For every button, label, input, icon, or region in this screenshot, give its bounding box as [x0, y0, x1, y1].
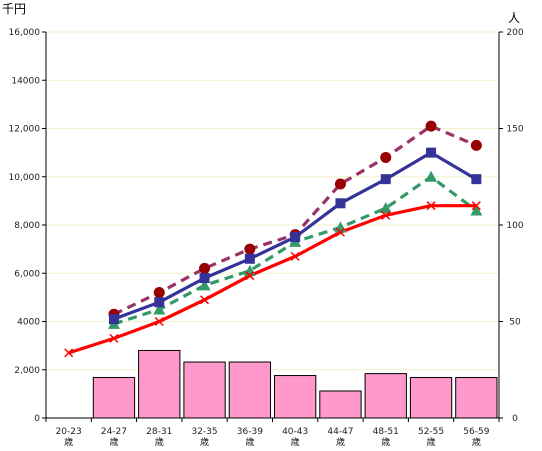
- line-markers: [64, 120, 483, 358]
- square-marker: [154, 297, 165, 308]
- bar-series: [92, 349, 498, 419]
- left-axis-unit: 千円: [2, 2, 26, 16]
- triangle-marker: [379, 202, 392, 214]
- x-marker: [426, 201, 436, 211]
- x-marker-stroke: [335, 227, 345, 237]
- right-tick-label: 200: [506, 28, 523, 38]
- square-marker: [335, 198, 346, 209]
- x-marker-stroke: [290, 251, 300, 261]
- right-tick-label: 150: [506, 125, 523, 135]
- x-marker: [200, 295, 210, 305]
- x-tick-label: 44-47: [327, 427, 353, 437]
- x-tick-label: 20-23: [56, 427, 82, 437]
- x-marker-stroke: [381, 210, 391, 220]
- left-tick-label: 0: [34, 414, 40, 424]
- right-tick-label: 50: [509, 318, 521, 328]
- x-marker: [109, 333, 119, 343]
- x-tick-label: 28-31: [146, 427, 172, 437]
- square-marker: [108, 314, 119, 325]
- bar: [319, 390, 362, 419]
- series-line: [113, 175, 478, 326]
- right-tick-label: 0: [512, 414, 518, 424]
- triangle-marker: [153, 303, 166, 315]
- left-tick-label: 6,000: [14, 269, 40, 279]
- x-marker-stroke: [471, 201, 481, 211]
- x-tick-label-suffix: 歳: [381, 436, 390, 448]
- axes: [42, 31, 503, 422]
- left-tick-label: 10,000: [9, 173, 41, 183]
- circle-marker: [244, 243, 256, 255]
- x-tick-label-suffix: 歳: [472, 436, 481, 448]
- circle-marker: [425, 120, 437, 132]
- bar: [455, 376, 498, 419]
- series-line: [113, 124, 477, 316]
- bar: [228, 361, 271, 419]
- x-tick-label-suffix: 歳: [109, 436, 118, 448]
- x-marker: [154, 316, 164, 327]
- circle-marker: [334, 178, 346, 190]
- square-marker: [471, 174, 482, 185]
- right-axis-unit: 人: [508, 11, 520, 25]
- left-tick-label: 4000: [17, 318, 40, 328]
- bar: [364, 373, 407, 419]
- x-marker-stroke: [109, 333, 119, 343]
- x-marker: [335, 227, 345, 237]
- x-marker-stroke: [426, 201, 436, 211]
- x-tick-label: 36-39: [237, 427, 263, 437]
- x-tick-label: 48-51: [373, 427, 399, 437]
- left-tick-label: 16,000: [9, 28, 41, 38]
- triangle-marker: [334, 221, 347, 233]
- left-tick-label: 2,000: [14, 366, 40, 376]
- square-marker: [426, 147, 437, 158]
- x-marker: [381, 210, 391, 220]
- left-tick-label: 8,000: [14, 221, 40, 231]
- circle-marker: [380, 151, 392, 163]
- x-tick-label: 52-55: [418, 427, 444, 437]
- left-tick-label: 12,000: [9, 125, 41, 135]
- circle-marker: [199, 262, 211, 274]
- x-tick-label-suffix: 歳: [155, 436, 164, 448]
- square-marker: [380, 174, 391, 185]
- series-line: [68, 204, 477, 355]
- x-tick-label-suffix: 歳: [245, 436, 254, 448]
- bar: [183, 361, 226, 419]
- square-marker: [244, 253, 255, 264]
- triangle-marker: [198, 279, 211, 291]
- circle-marker: [153, 287, 165, 299]
- x-marker: [471, 201, 481, 211]
- x-marker: [290, 251, 300, 261]
- triangle-marker: [470, 204, 483, 216]
- x-marker: [245, 271, 255, 281]
- x-tick-label-suffix: 歳: [64, 436, 73, 448]
- x-tick-label: 56-59: [463, 427, 489, 437]
- circle-marker: [470, 139, 482, 151]
- bar: [274, 375, 317, 419]
- bar: [92, 376, 136, 419]
- x-tick-label-suffix: 歳: [200, 436, 209, 448]
- x-tick-label-suffix: 歳: [427, 436, 436, 448]
- x-marker-stroke: [200, 295, 210, 305]
- x-tick-label: 40-43: [282, 427, 308, 437]
- left-tick-label: 14000: [11, 76, 40, 86]
- bar: [409, 376, 453, 419]
- x-marker-stroke: [154, 316, 164, 327]
- x-tick-label: 24-27: [101, 427, 127, 437]
- axis-labels: 0 2,000 4000 6,000 8,000 10,000 12,000 14000 16,…: [9, 28, 524, 448]
- x-marker: [64, 348, 74, 358]
- line-series: [68, 124, 478, 355]
- x-tick-label: 32-35: [191, 427, 217, 437]
- bar: [138, 349, 181, 419]
- triangle-marker: [425, 170, 438, 182]
- x-tick-label-suffix: 歳: [336, 436, 345, 448]
- x-marker-stroke: [245, 271, 255, 281]
- right-tick-label: 100: [506, 221, 523, 231]
- square-marker: [290, 232, 301, 243]
- x-tick-label-suffix: 歳: [291, 436, 300, 448]
- square-marker: [199, 273, 210, 284]
- x-marker-stroke: [64, 348, 74, 358]
